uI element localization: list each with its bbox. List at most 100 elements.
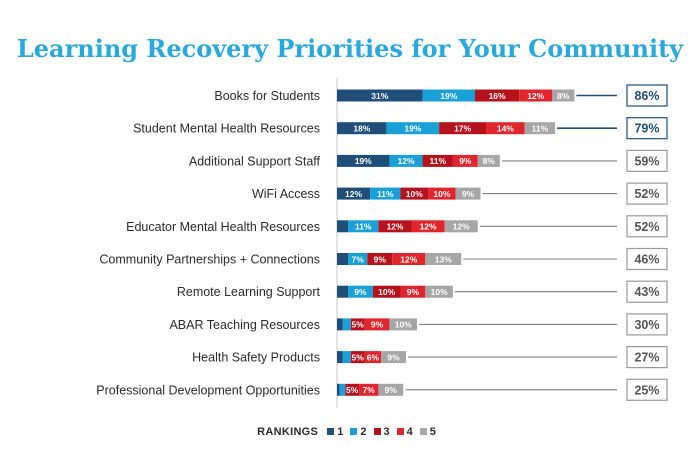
bar-segment [337,253,349,265]
bar-segment [452,154,478,167]
data-label: 5% [352,320,365,330]
bar-segment [386,122,440,135]
bar-segment [475,89,520,102]
bar-segment [337,89,423,102]
data-label: 17% [454,124,471,134]
bar-segment [348,285,373,298]
category-label: WiFi Access [252,187,320,201]
bar-segment [425,253,462,265]
data-label: 13% [435,254,452,264]
data-label: 12% [420,222,437,232]
legend-swatch [396,428,404,435]
bar-segment [428,187,456,200]
data-label: 9% [387,352,400,362]
total-box [626,117,668,140]
data-label: 10% [395,320,412,330]
legend-label: 2 [360,426,367,438]
total-value: 25% [634,383,659,397]
total-box [626,84,668,107]
bar-segment [477,154,500,167]
bar-segment [389,154,423,167]
data-label: 9% [385,385,398,395]
data-label: 6% [367,352,380,362]
data-label: 12% [527,91,544,101]
total-value: 52% [634,220,659,234]
category-label: Additional Support Staff [189,154,321,168]
bar-segment [350,351,365,364]
bar-segment [411,220,445,233]
data-label: 14% [497,124,514,134]
bar-segment [364,351,382,364]
data-label: 11% [377,189,394,199]
total-box [626,215,668,238]
bar-segment [337,351,343,364]
legend-label: 1 [337,426,344,438]
total-value: 79% [634,122,659,136]
legend-swatch [327,428,335,435]
total-value: 86% [634,89,659,103]
bar-segment [337,318,343,331]
legend-item: 1 [327,426,343,438]
category-label: Professional Development Opportunities [96,383,320,397]
bar-segment [337,285,349,298]
data-label: 9% [354,287,367,297]
bar-segment [342,351,351,364]
data-label: 9% [462,189,475,199]
data-label: 8% [557,91,570,101]
data-label: 18% [353,124,370,134]
total-box [626,149,668,172]
bar-segment [345,383,360,396]
legend-label: 3 [383,426,390,438]
bar-segment [378,220,412,233]
bar-segment [348,253,368,265]
category-label: Community Partnerships + Connections [99,253,320,267]
data-label: 11% [532,124,549,134]
bar-segment [372,285,401,298]
data-label: 12% [345,189,362,199]
legend-item: 5 [419,426,436,438]
data-label: 5% [346,385,359,395]
data-label: 10% [433,189,450,199]
bar-segment [455,187,481,200]
total-value: 27% [634,351,659,365]
legend-title: RANKINGS [257,426,319,438]
data-label: 9% [371,320,384,330]
total-box [626,346,668,369]
total-value: 43% [634,285,659,299]
total-box [626,247,668,271]
bar-segment [444,220,478,233]
data-label: 16% [489,91,506,101]
data-label: 19% [404,124,421,134]
bar-segment [425,285,453,298]
bar-segment [381,351,406,364]
bar-segment [400,285,426,298]
category-label: Health Safety Products [192,351,320,365]
bar-segment [337,154,390,167]
bar-segment [439,122,487,135]
data-label: 19% [355,156,372,166]
data-label: 5% [352,352,365,362]
legend-swatch [350,428,358,435]
legend-swatch [419,428,427,435]
data-label: 7% [363,385,376,395]
bar-segment [378,383,404,396]
total-value: 52% [634,187,659,201]
bar-segment [389,318,418,331]
legend-item: 2 [350,426,367,438]
data-label: 19% [440,91,457,101]
bar-segment [524,122,556,135]
bar-segment [364,318,390,331]
category-label: Educator Mental Health Resources [126,220,320,234]
bar-segment [519,89,553,102]
legend-label: 4 [406,426,413,438]
bar-segment [367,253,393,265]
data-label: 11% [429,156,446,166]
legend-item: 3 [373,426,390,438]
data-label: 12% [397,156,414,166]
data-label: 10% [431,287,448,297]
bar-segment [392,253,426,265]
bar-segment [400,187,429,200]
data-label: 10% [406,189,423,199]
total-box [626,182,668,205]
